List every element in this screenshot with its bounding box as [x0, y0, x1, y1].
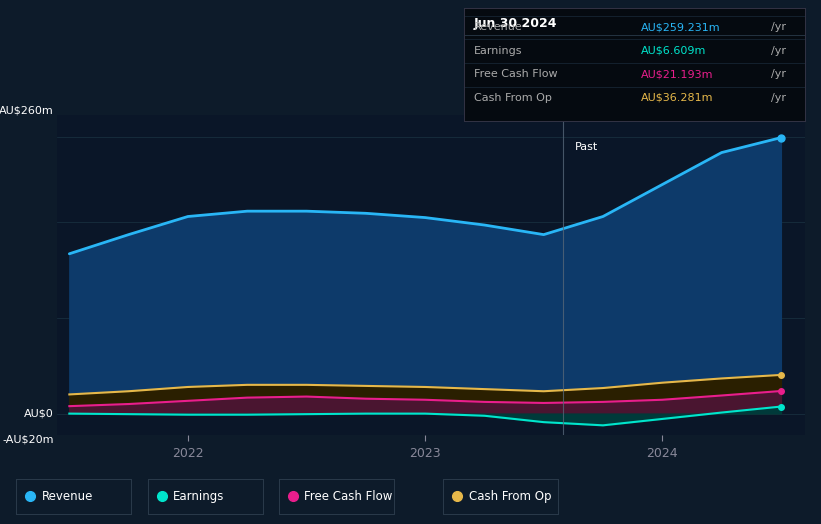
Text: Cash From Op: Cash From Op — [474, 93, 552, 103]
Text: /yr: /yr — [770, 22, 786, 32]
Text: AU$21.193m: AU$21.193m — [641, 69, 713, 79]
Text: -AU$20m: -AU$20m — [2, 435, 53, 445]
Text: Jun 30 2024: Jun 30 2024 — [474, 17, 557, 30]
Text: AU$259.231m: AU$259.231m — [641, 22, 721, 32]
Text: AU$260m: AU$260m — [0, 105, 53, 115]
Text: Past: Past — [575, 142, 598, 152]
Text: /yr: /yr — [770, 69, 786, 79]
Text: Free Cash Flow: Free Cash Flow — [474, 69, 557, 79]
Text: AU$0: AU$0 — [24, 409, 53, 419]
Text: /yr: /yr — [770, 46, 786, 56]
Text: Cash From Op: Cash From Op — [469, 490, 551, 503]
Text: AU$36.281m: AU$36.281m — [641, 93, 713, 103]
Text: /yr: /yr — [770, 93, 786, 103]
Text: Revenue: Revenue — [474, 22, 523, 32]
Text: Free Cash Flow: Free Cash Flow — [305, 490, 392, 503]
Text: AU$6.609m: AU$6.609m — [641, 46, 706, 56]
Text: Earnings: Earnings — [474, 46, 523, 56]
Text: Revenue: Revenue — [42, 490, 93, 503]
Text: Earnings: Earnings — [173, 490, 224, 503]
